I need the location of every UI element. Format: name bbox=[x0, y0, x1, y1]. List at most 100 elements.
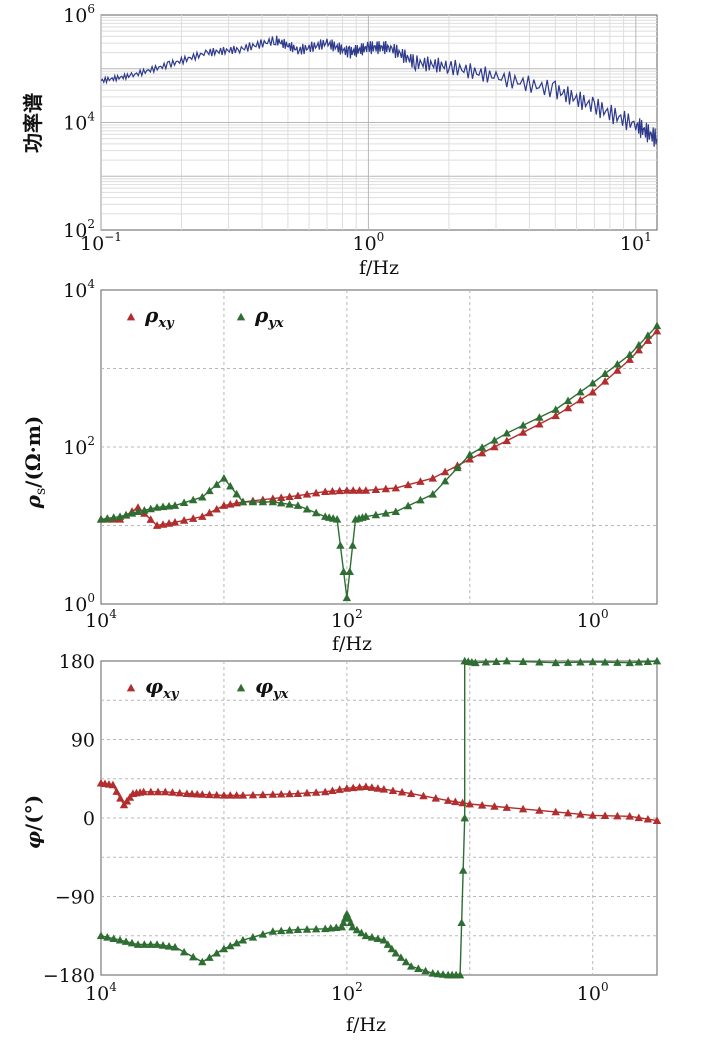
data-point-xy bbox=[477, 801, 487, 809]
x-tick-label: 104 bbox=[85, 607, 117, 632]
data-point-xy bbox=[600, 811, 610, 820]
y-tick-label-exp: 4 bbox=[87, 277, 95, 291]
data-point-xy bbox=[205, 508, 214, 517]
data-point-yx bbox=[357, 928, 366, 937]
y-tick-label: 104 bbox=[63, 110, 95, 135]
data-point-xy bbox=[112, 787, 121, 795]
data-point-yx bbox=[219, 474, 229, 482]
data-point-yx bbox=[492, 657, 501, 665]
y-tick-label: −180 bbox=[43, 965, 95, 987]
legend-subscript: xy bbox=[157, 316, 175, 331]
legend-marker-xy bbox=[126, 683, 136, 692]
data-point-xy bbox=[198, 512, 207, 520]
data-point-xy bbox=[576, 395, 585, 404]
data-point-xy bbox=[381, 484, 391, 493]
data-point-xy bbox=[518, 804, 528, 813]
data-point-xy bbox=[588, 387, 597, 396]
data-point-xy bbox=[293, 789, 303, 797]
data-point-xy bbox=[219, 791, 229, 799]
y-tick-label-exp: 2 bbox=[87, 434, 95, 448]
data-point-xy bbox=[158, 520, 168, 528]
data-point-yx bbox=[258, 497, 268, 506]
data-point-yx bbox=[96, 515, 106, 523]
x-tick-label-exp: 0 bbox=[601, 607, 609, 621]
data-point-yx bbox=[373, 934, 383, 943]
data-point-yx bbox=[438, 970, 448, 978]
data-point-yx bbox=[133, 940, 143, 948]
data-point-xy bbox=[212, 790, 221, 799]
data-point-yx bbox=[179, 498, 189, 507]
y-tick-label-exp: 2 bbox=[87, 217, 95, 231]
power-spectrum-line bbox=[100, 35, 658, 147]
data-point-yx bbox=[232, 489, 241, 498]
data-point-yx bbox=[458, 866, 468, 874]
x-tick-label-base: 10 bbox=[85, 610, 109, 632]
data-point-yx bbox=[551, 658, 560, 667]
data-point-yx bbox=[502, 656, 511, 665]
data-point-xy bbox=[440, 467, 450, 476]
data-point-xy bbox=[613, 811, 622, 820]
data-point-yx bbox=[348, 541, 357, 549]
data-point-yx bbox=[198, 957, 207, 966]
y-tick-label: 0 bbox=[83, 808, 95, 830]
x-tick-label-base: 10 bbox=[85, 983, 109, 1005]
data-point-yx bbox=[152, 503, 162, 511]
data-point-xy bbox=[146, 515, 155, 523]
data-point-xy bbox=[175, 788, 184, 797]
data-point-xy bbox=[563, 403, 573, 412]
y-axis-label: 功率谱 bbox=[21, 93, 45, 153]
data-point-xy bbox=[490, 442, 499, 451]
y-tick-label-exp: 6 bbox=[87, 2, 95, 16]
data-point-yx bbox=[212, 948, 221, 957]
y-tick-label-base: 10 bbox=[63, 5, 87, 27]
data-point-xy bbox=[226, 500, 235, 508]
data-point-xy bbox=[652, 326, 662, 335]
data-point-yx bbox=[158, 502, 168, 511]
x-axis-label: f/Hz bbox=[346, 1014, 386, 1036]
legend-marker-yx bbox=[236, 683, 246, 692]
y-tick-label-exp: 4 bbox=[87, 110, 95, 124]
data-point-yx bbox=[600, 657, 610, 666]
legend-symbol: φ bbox=[145, 674, 163, 698]
data-point-yx bbox=[258, 930, 268, 938]
data-point-yx bbox=[337, 922, 346, 931]
data-point-yx bbox=[103, 514, 112, 522]
legend-label-yx: φyx bbox=[255, 674, 289, 702]
legend-label-xy: φxy bbox=[145, 674, 180, 702]
y-tick-label-base: 10 bbox=[63, 437, 87, 459]
data-point-yx bbox=[387, 944, 397, 953]
x-tick-label-exp: 1 bbox=[644, 230, 652, 244]
data-point-yx bbox=[302, 925, 312, 933]
data-point-yx bbox=[277, 926, 286, 935]
data-point-xy bbox=[465, 454, 474, 463]
data-point-yx bbox=[248, 497, 258, 506]
data-point-xy bbox=[428, 474, 437, 482]
x-tick-label: 102 bbox=[331, 607, 363, 632]
data-point-xy bbox=[219, 501, 229, 509]
data-point-xy bbox=[328, 487, 337, 495]
x-tick-label-exp: 2 bbox=[355, 980, 363, 994]
data-point-xy bbox=[187, 789, 197, 798]
data-point-xy bbox=[232, 791, 241, 799]
x-tick-label-base: 10 bbox=[331, 983, 355, 1005]
data-point-yx bbox=[336, 541, 345, 549]
data-point-xy bbox=[465, 799, 474, 808]
data-point-xy bbox=[179, 516, 189, 524]
data-point-yx bbox=[133, 507, 143, 516]
data-point-yx bbox=[238, 497, 248, 506]
data-point-yx bbox=[600, 369, 610, 378]
data-point-yx bbox=[465, 450, 474, 458]
legend-subscript: yx bbox=[267, 316, 284, 331]
data-point-xy bbox=[367, 783, 377, 791]
x-tick-label: 102 bbox=[331, 980, 363, 1005]
data-point-yx bbox=[391, 948, 400, 957]
x-tick-label-base: 10 bbox=[620, 233, 644, 255]
data-point-yx bbox=[332, 515, 342, 523]
data-point-xy bbox=[502, 436, 511, 445]
data-point-xy bbox=[212, 504, 221, 513]
x-tick-label-base: 10 bbox=[352, 233, 376, 255]
y-axis-symbol: ρ bbox=[21, 494, 45, 509]
data-point-xy bbox=[258, 790, 268, 799]
